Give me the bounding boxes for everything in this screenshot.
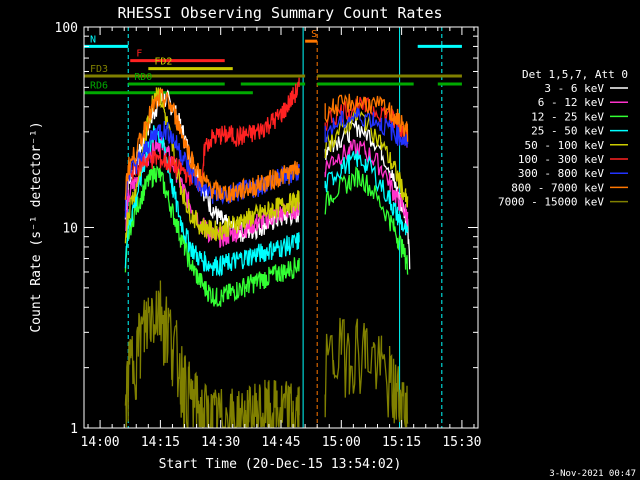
x-tick-label: 15:00: [322, 435, 361, 450]
legend-entry-label: 3 - 6 keV: [544, 82, 604, 95]
legend-entry-label: 50 - 100 keV: [525, 139, 605, 152]
state-bar-label-fd2: FD2: [154, 57, 172, 68]
legend-entry-label: 300 - 800 keV: [518, 167, 604, 180]
x-tick-label: 14:00: [81, 435, 120, 450]
plot-frame: [83, 26, 479, 429]
series-line: [124, 88, 409, 203]
x-tick-label: 14:30: [201, 435, 240, 450]
state-bar-label-fd3: FD3: [90, 64, 108, 75]
legend-entry-label: 100 - 300 keV: [518, 153, 604, 166]
y-tick-label: 100: [55, 21, 78, 36]
legend-entry-label: 6 - 12 keV: [538, 96, 605, 109]
y-axis-label: Count Rate (s⁻¹ detector⁻¹): [29, 121, 44, 332]
series-line: [124, 280, 409, 428]
state-bar-label-s: S: [311, 29, 317, 40]
x-tick-label: 14:15: [141, 435, 180, 450]
series-line: [124, 164, 409, 308]
plot-clip-group: N F FD2 FD3 RD0 RD6 S: [84, 27, 462, 428]
x-tick-label: 14:45: [261, 435, 300, 450]
state-bar-label-f: F: [136, 49, 142, 60]
legend-header: Det 1,5,7, Att 0: [522, 68, 628, 81]
x-axis-label: Start Time (20-Dec-15 13:54:02): [159, 457, 402, 472]
footer-date: 3-Nov-2021 00:47: [549, 469, 636, 479]
plot-area: N F FD2 FD3 RD0 RD6 S 1 10 100 14:00 14:15 14:30 14:4…: [55, 21, 482, 450]
legend-entry-label: 25 - 50 keV: [531, 125, 604, 138]
state-bar-label-rd0: RD0: [134, 72, 152, 83]
y-tick-label: 1: [70, 422, 78, 437]
legend-entry-label: 7000 - 15000 keV: [498, 196, 604, 209]
x-tick-label: 15:15: [382, 435, 421, 450]
legend-entry-label: 800 - 7000 keV: [511, 181, 604, 194]
state-bar-label-rd6: RD6: [90, 81, 108, 92]
chart-title: RHESSI Observing Summary Count Rates: [117, 4, 442, 22]
state-bar-label-n: N: [90, 34, 96, 45]
legend-entry-label: 12 - 25 keV: [531, 110, 604, 123]
series-line: [124, 125, 409, 277]
x-tick-label: 15:30: [442, 435, 481, 450]
y-tick-label: 10: [62, 222, 78, 237]
